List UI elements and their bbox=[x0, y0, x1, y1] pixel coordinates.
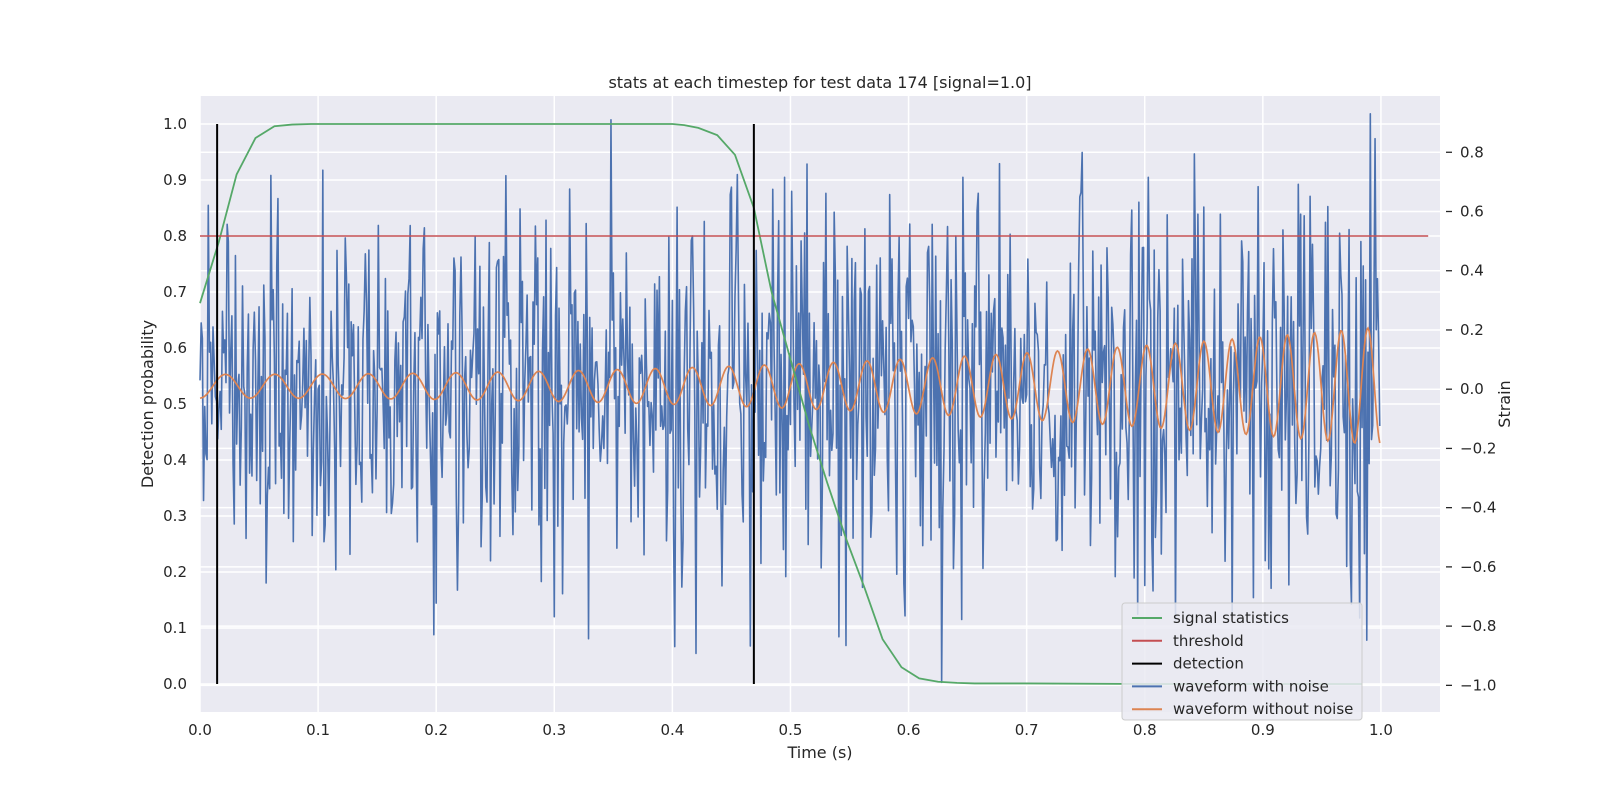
y-right-tick-label: −1.0 bbox=[1460, 676, 1496, 694]
y-right-tick-label: −0.2 bbox=[1460, 439, 1496, 457]
y-right-tick-label: −0.4 bbox=[1460, 499, 1496, 517]
y-right-tick-label: 0.4 bbox=[1460, 262, 1484, 280]
waveform-without-noise-line bbox=[199, 326, 1381, 445]
y-left-tick-label: 1.0 bbox=[163, 115, 187, 133]
x-tick-label: 0.6 bbox=[897, 721, 921, 739]
y-right-tick-label: 0.0 bbox=[1460, 380, 1484, 398]
y-left-tick-label: 0.3 bbox=[163, 507, 187, 525]
legend: signal statistics threshold detection wavef… bbox=[1121, 602, 1363, 721]
y-right-tick-label: 0.6 bbox=[1460, 203, 1484, 221]
y-left-tick-label: 0.5 bbox=[163, 395, 187, 413]
x-tick-label: 0.1 bbox=[306, 721, 330, 739]
y-right-tick-label: −0.6 bbox=[1460, 558, 1496, 576]
y-left-tick-label: 0.8 bbox=[163, 227, 187, 245]
x-tick-label: 0.7 bbox=[1015, 721, 1039, 739]
x-tick-label: 0.5 bbox=[779, 721, 803, 739]
x-tick-label: 0.0 bbox=[188, 721, 212, 739]
x-tick-label: 0.8 bbox=[1133, 721, 1157, 739]
x-tick-label: 1.0 bbox=[1369, 721, 1393, 739]
y-right-tick-label: 0.8 bbox=[1460, 143, 1484, 161]
legend-label: detection bbox=[1173, 655, 1244, 673]
y-left-tick-label: 0.7 bbox=[163, 283, 187, 301]
x-tick-label: 0.4 bbox=[660, 721, 684, 739]
chart-title: stats at each timestep for test data 174… bbox=[608, 73, 1031, 92]
y-right-tick-label: 0.2 bbox=[1460, 321, 1484, 339]
y-axis-right-title: Strain bbox=[1495, 380, 1514, 427]
legend-label: signal statistics bbox=[1173, 609, 1289, 627]
y-left-tick-label: 0.2 bbox=[163, 563, 187, 581]
series-layer bbox=[199, 112, 1429, 685]
legend-box bbox=[1121, 602, 1363, 721]
x-tick-label: 0.9 bbox=[1251, 721, 1275, 739]
y-right-tick-label: −0.8 bbox=[1460, 617, 1496, 635]
x-tick-label: 0.3 bbox=[542, 721, 566, 739]
x-tick-label: 0.2 bbox=[424, 721, 448, 739]
y-left-tick-label: 0.4 bbox=[163, 451, 187, 469]
y-left-tick-label: 0.9 bbox=[163, 171, 187, 189]
legend-label: threshold bbox=[1173, 632, 1244, 650]
y-left-tick-label: 0.6 bbox=[163, 339, 187, 357]
y-left-tick-label: 0.0 bbox=[163, 675, 187, 693]
legend-label: waveform without noise bbox=[1173, 700, 1353, 718]
y-left-tick-label: 0.1 bbox=[163, 619, 187, 637]
legend-label: waveform with noise bbox=[1173, 677, 1329, 695]
ticks: 0.0 0.1 0.2 0.3 0.4 0.5 0.6 0.7 0.8 0.9 1.0 0.0 0.1 0… bbox=[163, 115, 1496, 739]
x-axis-title: Time (s) bbox=[786, 743, 852, 762]
y-axis-left-title: Detection probability bbox=[138, 320, 157, 488]
